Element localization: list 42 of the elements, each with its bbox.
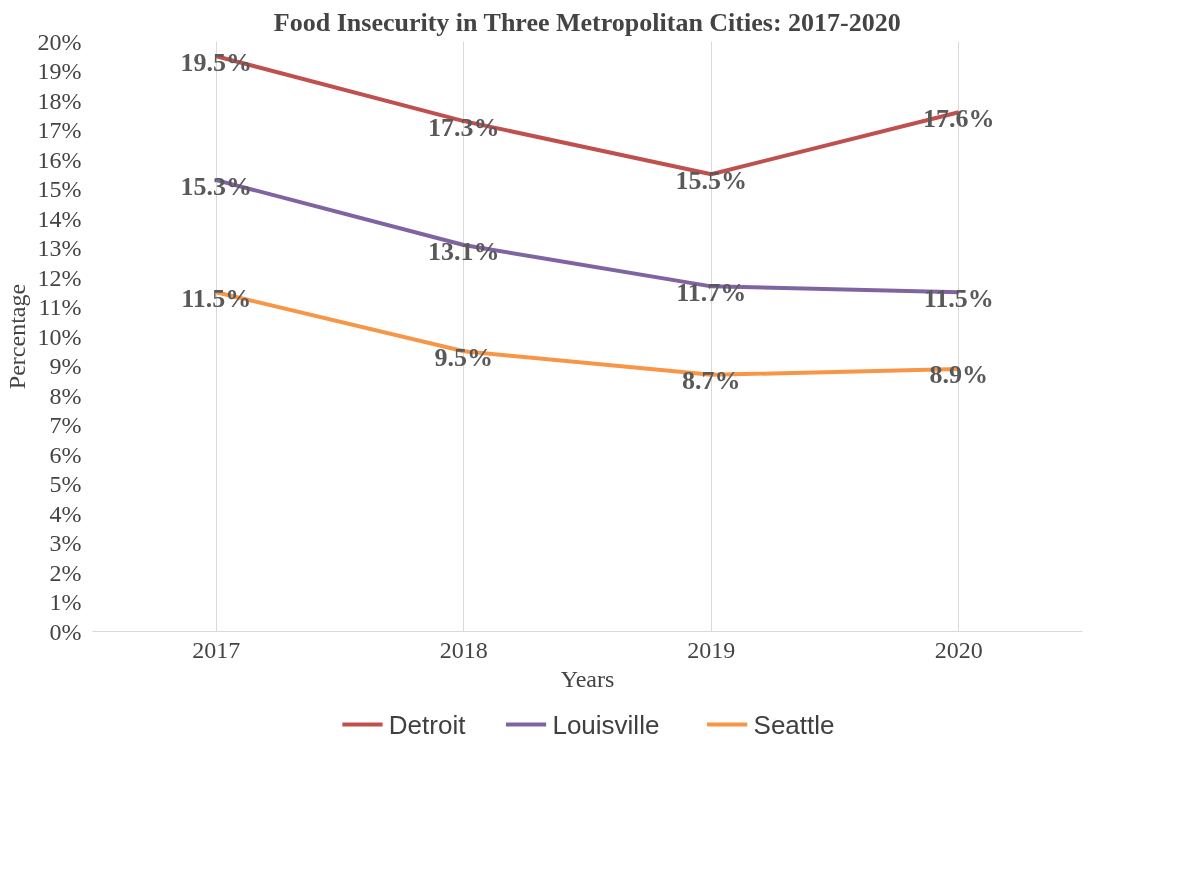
data-label: 11.5%: [181, 283, 252, 313]
y-tick-label: 20%: [37, 28, 82, 55]
x-tick-label: 2020: [934, 636, 983, 663]
y-tick-label: 19%: [37, 58, 82, 84]
y-tick-label: 8%: [49, 382, 82, 409]
y-tick-label: 14%: [37, 205, 82, 232]
y-tick-label: 9%: [49, 353, 82, 379]
x-tick-label: 2019: [687, 636, 736, 663]
y-tick-label: 3%: [49, 530, 82, 556]
data-label: 9.5%: [434, 342, 493, 372]
y-tick-label: 15%: [37, 176, 82, 202]
y-tick-label: 10%: [37, 323, 82, 350]
y-tick-label: 11%: [38, 294, 82, 320]
chart-title: Food Insecurity in Three Metropolitan Cities: 2017-2020: [273, 7, 901, 37]
y-tick-label: 2%: [49, 559, 82, 586]
y-tick-label: 1%: [49, 589, 82, 615]
data-label: 13.1%: [428, 236, 500, 266]
data-label: 8.9%: [929, 360, 988, 390]
y-tick-label: 12%: [37, 264, 82, 291]
data-label: 11.5%: [923, 283, 994, 313]
y-tick-label: 13%: [37, 235, 82, 261]
y-tick-label: 18%: [37, 87, 82, 114]
y-tick-label: 16%: [37, 146, 82, 173]
y-axis-title: Percentage: [3, 283, 30, 390]
legend-label: Detroit: [388, 709, 467, 740]
y-tick-label: 4%: [49, 500, 82, 527]
x-tick-label: 2017: [192, 636, 241, 663]
y-tick-label: 0%: [49, 618, 82, 645]
y-tick-label: 17%: [37, 117, 82, 143]
data-label: 15.3%: [180, 171, 252, 201]
legend-label: Seattle: [753, 709, 835, 740]
x-tick-label: 2018: [439, 636, 488, 663]
y-tick-label: 6%: [49, 441, 82, 468]
data-label: 17.3%: [428, 112, 500, 142]
y-tick-label: 5%: [49, 471, 82, 497]
data-label: 17.6%: [923, 103, 995, 133]
data-label: 15.5%: [675, 165, 747, 195]
data-label: 19.5%: [180, 47, 252, 77]
x-axis-title: Years: [560, 665, 615, 692]
data-label: 11.7%: [676, 277, 747, 307]
legend-label: Louisville: [552, 709, 660, 740]
y-tick-label: 7%: [49, 412, 82, 438]
